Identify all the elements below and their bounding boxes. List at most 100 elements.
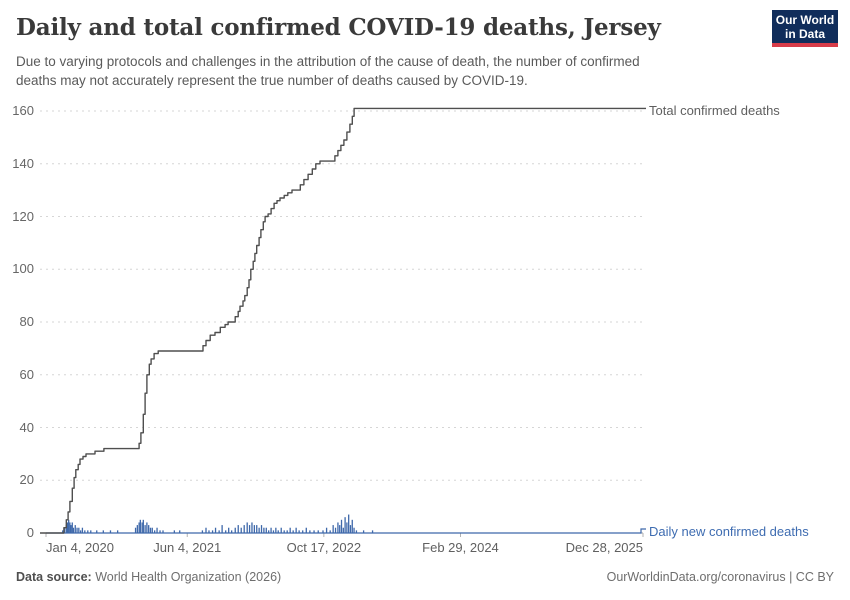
data-source-label: Data source: [16, 570, 92, 584]
daily-deaths-bar [286, 530, 288, 533]
daily-deaths-bar [74, 525, 76, 533]
y-axis-tick-label: 160 [12, 103, 34, 118]
daily-deaths-bar [270, 527, 272, 533]
daily-deaths-bar [340, 519, 343, 533]
legend-total-confirmed-deaths: Total confirmed deaths [649, 103, 780, 118]
daily-deaths-bar [309, 530, 311, 533]
daily-deaths-bar [344, 517, 346, 533]
daily-deaths-bar [211, 530, 214, 533]
daily-deaths-bar [66, 522, 69, 533]
daily-deaths-bar [349, 525, 352, 533]
daily-deaths-bar [355, 530, 358, 533]
x-axis-tick-label: Dec 28, 2025 [565, 540, 643, 555]
daily-deaths-bar [292, 530, 294, 533]
daily-deaths-bar [201, 530, 204, 533]
chart-subtitle: Due to varying protocols and challenges … [16, 54, 640, 88]
daily-deaths-bar [142, 519, 144, 533]
daily-deaths-bar [151, 527, 153, 533]
daily-deaths-bar [78, 527, 80, 533]
daily-deaths-bar [81, 527, 84, 533]
daily-deaths-bar [342, 527, 344, 533]
daily-deaths-bar [246, 522, 248, 533]
daily-deaths-bar [277, 530, 279, 533]
daily-deaths-bar [71, 522, 73, 533]
daily-deaths-bar [221, 525, 223, 533]
y-axis-tick-label: 60 [19, 366, 34, 382]
daily-deaths-bar [302, 530, 304, 533]
daily-deaths-bar [231, 530, 233, 533]
owid-logo-line2: in Data [784, 26, 825, 41]
daily-deaths-bar [72, 527, 75, 533]
daily-deaths-bar [253, 525, 256, 533]
daily-deaths-bar [62, 530, 64, 533]
daily-deaths-bar [102, 530, 104, 533]
daily-deaths-bar [96, 530, 98, 533]
daily-deaths-bar [337, 522, 339, 533]
daily-deaths-bar [248, 525, 251, 533]
y-axis-tick-label: 80 [19, 314, 34, 329]
daily-deaths-bar [362, 530, 365, 533]
owid-logo: Our World in Data [772, 10, 838, 47]
daily-deaths-bar [84, 530, 86, 533]
daily-deaths-bar [272, 530, 275, 533]
daily-deaths-bar [159, 530, 161, 533]
daily-deaths-bar [162, 530, 164, 533]
daily-deaths-bar [353, 527, 355, 533]
daily-deaths-bar [295, 527, 297, 533]
daily-deaths-bar [322, 530, 324, 533]
daily-deaths-line [46, 528, 646, 534]
daily-deaths-bar [109, 530, 112, 533]
x-axis-tick-label: Oct 17, 2022 [286, 540, 362, 555]
daily-deaths-bar [214, 527, 217, 533]
daily-deaths-bar [325, 527, 328, 533]
daily-deaths-bar [268, 530, 270, 533]
chart-title: Daily and total confirmed COVID-19 death… [16, 14, 661, 41]
daily-deaths-bar [146, 522, 148, 533]
daily-deaths-bar [218, 530, 220, 533]
daily-deaths-bar [339, 525, 341, 533]
daily-deaths-bar [65, 525, 67, 533]
x-axis-tick-label: Jan 4, 2020 [46, 540, 114, 555]
owid-logo-line1: Our World [775, 12, 835, 27]
daily-deaths-bar [258, 527, 260, 533]
daily-deaths-bar [154, 530, 156, 533]
daily-deaths-bar [69, 522, 71, 533]
daily-deaths-bar [260, 525, 263, 533]
daily-deaths-bar [251, 522, 253, 533]
daily-deaths-bar [348, 514, 350, 533]
daily-deaths-bar [289, 527, 291, 533]
daily-deaths-bar [329, 530, 331, 533]
daily-deaths-bar [179, 530, 181, 533]
daily-deaths-bar [141, 522, 143, 533]
daily-deaths-bar [317, 530, 319, 533]
daily-deaths-bar [313, 530, 315, 533]
daily-deaths-bar [228, 527, 230, 533]
daily-deaths-bar [334, 527, 337, 533]
daily-deaths-bar [243, 525, 245, 533]
daily-deaths-bar [240, 527, 242, 533]
daily-deaths-bar [305, 527, 307, 533]
daily-deaths-bar [225, 530, 227, 533]
daily-deaths-bar [351, 519, 353, 533]
y-axis-tick-label: 120 [12, 208, 34, 224]
daily-deaths-bar [148, 525, 150, 533]
legend-daily-new-confirmed-deaths: Daily new confirmed deaths [649, 524, 809, 539]
data-source-note: Data source: World Health Organization (… [16, 570, 281, 584]
daily-deaths-bar [116, 530, 119, 533]
daily-deaths-bar [280, 527, 282, 533]
daily-deaths-bar [68, 519, 70, 533]
x-axis-tick-label: Jun 4, 2021 [153, 540, 222, 555]
x-axis-tick-label: Feb 29, 2024 [422, 540, 499, 555]
plot-canvas [40, 107, 646, 537]
credit-link[interactable]: OurWorldinData.org/coronavirus | CC BY [606, 570, 834, 584]
daily-deaths-bar [138, 522, 140, 533]
total-deaths-step-line [40, 107, 646, 534]
daily-deaths-bar [90, 530, 92, 533]
daily-deaths-bar [76, 527, 78, 533]
daily-deaths-bar [371, 530, 374, 533]
daily-deaths-bar [79, 530, 82, 533]
daily-deaths-bar [205, 527, 207, 533]
daily-deaths-bar [332, 525, 334, 533]
y-axis-tick-label: 40 [19, 419, 34, 435]
